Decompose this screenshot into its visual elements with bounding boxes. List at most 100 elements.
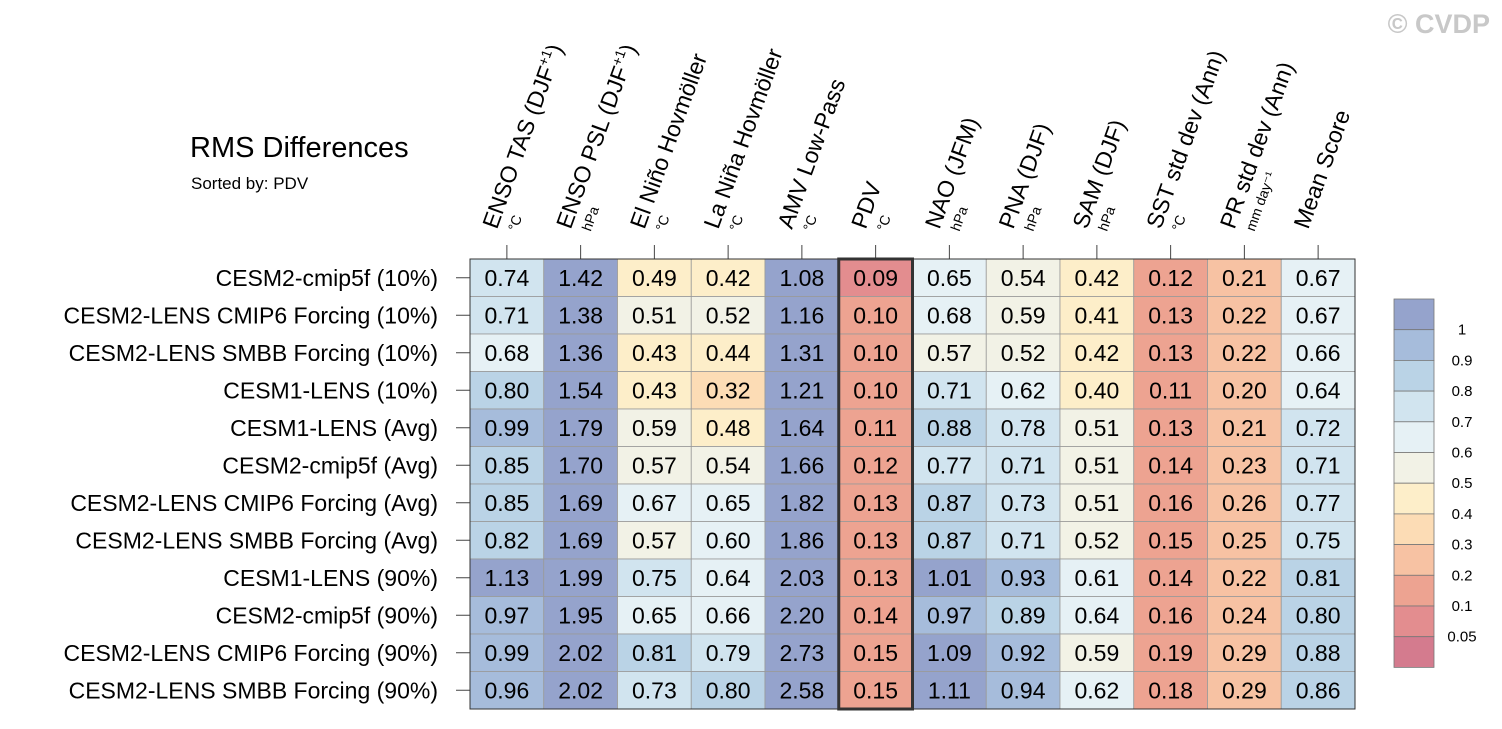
cell-value: 0.93 bbox=[1001, 565, 1046, 591]
cell-value: 2.58 bbox=[779, 677, 824, 703]
row-label: CESM1-LENS (Avg) bbox=[230, 415, 438, 441]
cell-value: 1.95 bbox=[558, 602, 603, 628]
cell-value: 1.69 bbox=[558, 490, 603, 516]
cell-value: 0.51 bbox=[1074, 415, 1119, 441]
cell-value: 0.96 bbox=[484, 677, 529, 703]
cell-value: 0.54 bbox=[706, 452, 751, 478]
heatmap-cell bbox=[1207, 258, 1282, 297]
heatmap-cell bbox=[1133, 408, 1208, 447]
cell-value: 0.65 bbox=[706, 490, 751, 516]
cell-value: 0.41 bbox=[1074, 302, 1119, 328]
colorbar-tick-label: 0.9 bbox=[1452, 352, 1473, 369]
column-unit: °C bbox=[873, 213, 893, 233]
cell-value: 0.71 bbox=[1001, 527, 1046, 553]
cell-value: 0.21 bbox=[1222, 415, 1267, 441]
cell-value: 0.51 bbox=[1074, 490, 1119, 516]
cell-value: 1.42 bbox=[558, 265, 603, 291]
chart-subtitle: Sorted by: PDV bbox=[191, 174, 309, 193]
heatmap-cell bbox=[617, 296, 692, 335]
cell-value: 0.97 bbox=[484, 602, 529, 628]
heatmap-cell bbox=[1280, 296, 1356, 335]
row-label: CESM1-LENS (10%) bbox=[223, 377, 438, 403]
sorted-column-highlight bbox=[837, 257, 914, 711]
cell-value: 0.66 bbox=[1296, 340, 1341, 366]
colorbar-segment bbox=[1393, 482, 1435, 515]
cell-value: 0.72 bbox=[1296, 415, 1341, 441]
cell-value: 0.77 bbox=[1296, 490, 1341, 516]
colorbar-tick-label: 1 bbox=[1458, 322, 1466, 339]
colorbar-segment bbox=[1393, 513, 1435, 546]
heatmap-cell bbox=[690, 596, 766, 635]
cell-value: 0.88 bbox=[927, 415, 972, 441]
heatmap-cell bbox=[469, 521, 545, 560]
column-label: SST std dev (Ann) bbox=[1141, 47, 1230, 232]
cell-value: 0.80 bbox=[484, 377, 529, 403]
heatmap-cell bbox=[617, 483, 692, 522]
heatmap-cell bbox=[543, 596, 618, 635]
cell-value: 0.80 bbox=[1296, 602, 1341, 628]
colorbar-segment bbox=[1393, 329, 1435, 361]
cell-value: 0.61 bbox=[1074, 565, 1119, 591]
cell-value: 0.13 bbox=[853, 490, 898, 516]
cell-value: 0.71 bbox=[484, 302, 529, 328]
row-label: CESM2-cmip5f (90%) bbox=[216, 602, 438, 628]
heatmap-cell bbox=[543, 671, 618, 710]
cell-value: 0.87 bbox=[927, 527, 972, 553]
heatmap-cell bbox=[764, 633, 840, 672]
cell-value: 0.73 bbox=[632, 677, 677, 703]
cell-value: 0.14 bbox=[1148, 565, 1193, 591]
cell-value: 0.89 bbox=[1001, 602, 1046, 628]
colorbar-tick-label: 0.7 bbox=[1452, 414, 1473, 431]
colorbar-tick-label: 0.1 bbox=[1452, 598, 1473, 615]
cell-value: 0.88 bbox=[1296, 640, 1341, 666]
heatmap-cell bbox=[1059, 483, 1135, 522]
cell-value: 0.24 bbox=[1222, 602, 1267, 628]
cell-value: 0.23 bbox=[1222, 452, 1267, 478]
cell-value: 0.74 bbox=[484, 265, 529, 291]
heatmap-cell bbox=[690, 296, 766, 335]
cell-value: 0.42 bbox=[1074, 265, 1119, 291]
cell-value: 0.12 bbox=[853, 452, 898, 478]
heatmap-cell bbox=[1133, 596, 1208, 635]
heatmap-cell bbox=[543, 483, 618, 522]
cell-value: 1.69 bbox=[558, 527, 603, 553]
cell-value: 0.64 bbox=[1074, 602, 1119, 628]
heatmap-cell bbox=[1133, 521, 1208, 560]
column-label-superscript: +1 bbox=[534, 47, 555, 68]
cell-value: 1.64 bbox=[779, 415, 824, 441]
cell-value: 0.68 bbox=[484, 340, 529, 366]
heatmap-cell bbox=[912, 258, 987, 297]
column-label: ENSO PSL (DJF+1) bbox=[550, 40, 642, 232]
cell-value: 0.44 bbox=[706, 340, 751, 366]
cell-value: 0.10 bbox=[853, 340, 898, 366]
heatmap-cell bbox=[617, 408, 692, 447]
cell-value: 0.81 bbox=[1296, 565, 1341, 591]
row-label: CESM2-LENS SMBB Forcing (10%) bbox=[69, 340, 438, 366]
cell-value: 1.08 bbox=[779, 265, 824, 291]
cell-value: 0.48 bbox=[706, 415, 751, 441]
heatmap-cell bbox=[764, 521, 840, 560]
cell-value: 0.22 bbox=[1222, 340, 1267, 366]
heatmap-cell bbox=[1280, 671, 1356, 710]
heatmap-cell bbox=[1280, 333, 1356, 372]
heatmap-cell bbox=[1133, 483, 1208, 522]
heatmap-cell bbox=[690, 258, 766, 297]
heatmap-cell bbox=[1280, 596, 1356, 635]
column-unit: °C bbox=[726, 213, 746, 233]
heatmap-cell bbox=[1059, 521, 1135, 560]
cell-value: 0.20 bbox=[1222, 377, 1267, 403]
heatmap-cell bbox=[617, 633, 692, 672]
row-label: CESM2-LENS SMBB Forcing (Avg) bbox=[75, 527, 438, 553]
cell-value: 0.21 bbox=[1222, 265, 1267, 291]
heatmap-cell bbox=[1207, 333, 1282, 372]
cell-value: 0.80 bbox=[706, 677, 751, 703]
colorbar: 1 0.9 0.8 0.7 0.6 0.5 0.4 0.3 0.2 0.1 0.05 bbox=[1393, 298, 1477, 668]
heatmap-cell bbox=[838, 633, 913, 672]
cell-value: 0.99 bbox=[484, 415, 529, 441]
colorbar-tick-label: 0.05 bbox=[1447, 629, 1476, 646]
cell-value: 0.71 bbox=[927, 377, 972, 403]
cell-value: 0.60 bbox=[706, 527, 751, 553]
cell-value: 0.64 bbox=[706, 565, 751, 591]
column-labels: ENSO TAS (DJF+1)°C ENSO PSL (DJF+1)hPa El … bbox=[476, 40, 1355, 259]
